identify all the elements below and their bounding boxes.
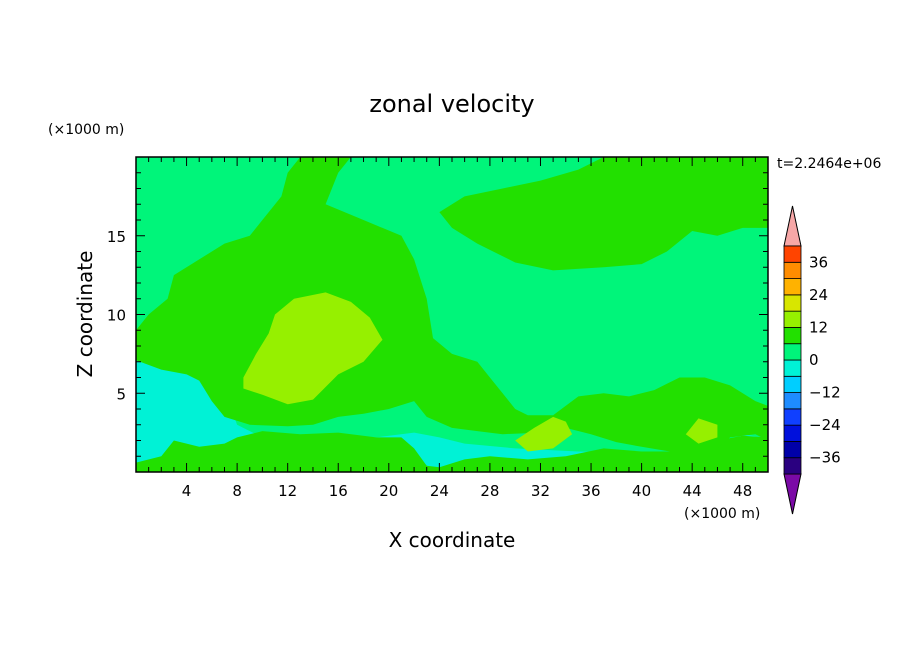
y-tick-label-15: 15	[107, 228, 126, 246]
y-tick-labels: 5 10 15	[107, 228, 126, 404]
colorbar-box-12-to-18	[783, 310, 802, 328]
colorbar-min-arrow	[783, 473, 802, 515]
colorbar-label-24: 24	[809, 286, 828, 304]
x-tick-label-48: 48	[733, 482, 752, 500]
colorbar-max-arrow	[783, 205, 802, 247]
colorbar-labels: 36 24 12 0 −12 −24 −36	[809, 253, 841, 466]
x-tick-label-40: 40	[632, 482, 651, 500]
x-tick-label-44: 44	[683, 482, 702, 500]
colorbar-box--18-to--12	[783, 392, 802, 410]
field-region-5	[243, 292, 383, 405]
colorbar-box-18-to-24	[783, 294, 802, 312]
colorbar	[783, 205, 802, 515]
x-tick-label-4: 4	[182, 482, 192, 500]
y-unit-label: (×1000 m)	[48, 122, 124, 138]
plot-frame	[135, 156, 769, 473]
colorbar-box--36-to--30	[783, 441, 802, 459]
field-region-7	[685, 418, 718, 444]
colorbar-label-36: 36	[809, 253, 828, 271]
colorbar-box--24-to--18	[783, 408, 802, 426]
chart-title: zonal velocity	[369, 90, 534, 118]
colorbar-box--12-to--6	[783, 375, 802, 393]
time-label: t=2.2464e+06	[777, 156, 881, 172]
colorbar-box--42-to--36	[783, 457, 802, 475]
y-tick-label-10: 10	[107, 307, 126, 325]
colorbar-box-30-to-36	[783, 261, 802, 279]
axis-ticks	[136, 157, 768, 472]
colorbar-box-0-to-6	[783, 343, 802, 361]
x-tick-label-28: 28	[480, 482, 499, 500]
colorbar-label--36: −36	[809, 449, 841, 467]
colorbar-box-36-to-42	[783, 245, 802, 263]
x-tick-label-20: 20	[379, 482, 398, 500]
colorbar-box--30-to--24	[783, 424, 802, 442]
field-region-4	[439, 157, 768, 271]
colorbar-label-12: 12	[809, 318, 828, 336]
x-tick-label-36: 36	[581, 482, 600, 500]
colorbar-label--12: −12	[809, 384, 841, 402]
x-tick-label-32: 32	[531, 482, 550, 500]
x-tick-label-16: 16	[329, 482, 348, 500]
x-axis-title: X coordinate	[389, 528, 516, 552]
velocity-field	[136, 157, 768, 472]
colorbar-box-24-to-30	[783, 278, 802, 296]
colorbar-box--6-to-0	[783, 359, 802, 377]
colorbar-label--24: −24	[809, 416, 841, 434]
y-axis-title: Z coordinate	[73, 251, 97, 378]
colorbar-label-0: 0	[809, 351, 819, 369]
x-tick-labels: 4 8 12 16 20 24 28 32 36 40 44 48	[182, 482, 752, 500]
colorbar-box-6-to-12	[783, 327, 802, 345]
x-tick-label-12: 12	[278, 482, 297, 500]
field-region-6	[515, 416, 573, 452]
y-tick-label-5: 5	[116, 385, 126, 403]
x-tick-label-8: 8	[232, 482, 242, 500]
x-tick-label-24: 24	[430, 482, 449, 500]
x-unit-label: (×1000 m)	[684, 506, 760, 522]
field-region-2	[136, 431, 768, 472]
